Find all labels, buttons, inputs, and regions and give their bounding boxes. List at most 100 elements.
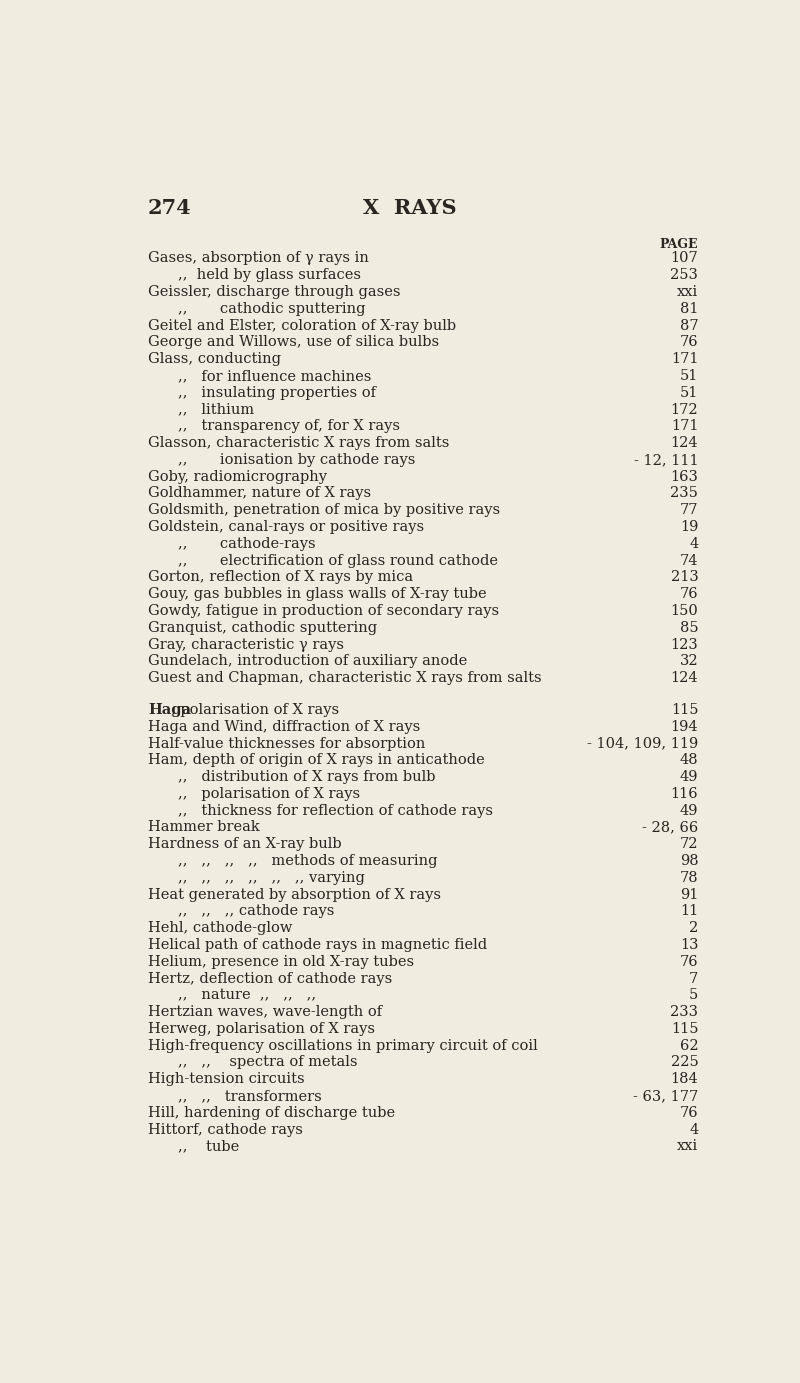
Text: Hertz, deflection of cathode rays: Hertz, deflection of cathode rays (148, 971, 392, 986)
Text: ,,   insulating properties of: ,, insulating properties of (178, 386, 375, 400)
Text: 184: 184 (670, 1072, 698, 1086)
Text: 116: 116 (670, 787, 698, 801)
Text: Helium, presence in old X-ray tubes: Helium, presence in old X-ray tubes (148, 954, 414, 968)
Text: 253: 253 (670, 268, 698, 282)
Text: Guest and Chapman, characteristic X rays from salts: Guest and Chapman, characteristic X rays… (148, 671, 542, 685)
Text: ,,       electrification of glass round cathode: ,, electrification of glass round cathod… (178, 553, 498, 567)
Text: 49: 49 (680, 770, 698, 784)
Text: Goldhammer, nature of X rays: Goldhammer, nature of X rays (148, 487, 371, 501)
Text: 76: 76 (680, 335, 698, 350)
Text: 11: 11 (680, 904, 698, 918)
Text: 76: 76 (680, 588, 698, 602)
Text: ,,   ,,   transformers: ,, ,, transformers (178, 1088, 322, 1104)
Text: 225: 225 (670, 1055, 698, 1069)
Text: 172: 172 (670, 402, 698, 416)
Text: ,,       cathode-rays: ,, cathode-rays (178, 537, 315, 550)
Text: ,,   distribution of X rays from bulb: ,, distribution of X rays from bulb (178, 770, 435, 784)
Text: 85: 85 (680, 621, 698, 635)
Text: 274: 274 (148, 198, 192, 217)
Text: Gundelach, introduction of auxiliary anode: Gundelach, introduction of auxiliary ano… (148, 654, 467, 668)
Text: 74: 74 (680, 553, 698, 567)
Text: 19: 19 (680, 520, 698, 534)
Text: Ham, depth of origin of X rays in anticathode: Ham, depth of origin of X rays in antica… (148, 754, 485, 768)
Text: Gray, characteristic γ rays: Gray, characteristic γ rays (148, 638, 344, 651)
Text: Hill, hardening of discharge tube: Hill, hardening of discharge tube (148, 1106, 395, 1120)
Text: 98: 98 (680, 855, 698, 869)
Text: Half-value thicknesses for absorption: Half-value thicknesses for absorption (148, 737, 426, 751)
Text: Granquist, cathodic sputtering: Granquist, cathodic sputtering (148, 621, 377, 635)
Text: Gowdy, fatigue in production of secondary rays: Gowdy, fatigue in production of secondar… (148, 604, 499, 618)
Text: Geissler, discharge through gases: Geissler, discharge through gases (148, 285, 401, 299)
Text: 32: 32 (680, 654, 698, 668)
Text: ,,   polarisation of X rays: ,, polarisation of X rays (178, 787, 360, 801)
Text: High-frequency oscillations in primary circuit of coil: High-frequency oscillations in primary c… (148, 1039, 538, 1052)
Text: 51: 51 (680, 369, 698, 383)
Text: 72: 72 (680, 837, 698, 852)
Text: ,,   lithium: ,, lithium (178, 402, 254, 416)
Text: 13: 13 (680, 938, 698, 952)
Text: 171: 171 (670, 419, 698, 433)
Text: 78: 78 (680, 871, 698, 885)
Text: Heat generated by absorption of X rays: Heat generated by absorption of X rays (148, 888, 441, 902)
Text: ,,   nature  ,,   ,,   ,,: ,, nature ,, ,, ,, (178, 989, 316, 1003)
Text: 233: 233 (670, 1005, 698, 1019)
Text: 48: 48 (680, 754, 698, 768)
Text: 76: 76 (680, 954, 698, 968)
Text: 49: 49 (680, 804, 698, 817)
Text: 62: 62 (680, 1039, 698, 1052)
Text: 235: 235 (670, 487, 698, 501)
Text: Hardness of an X-ray bulb: Hardness of an X-ray bulb (148, 837, 342, 852)
Text: Herweg, polarisation of X rays: Herweg, polarisation of X rays (148, 1022, 375, 1036)
Text: Goby, radiomicrography: Goby, radiomicrography (148, 470, 327, 484)
Text: - 12, 111: - 12, 111 (634, 452, 698, 467)
Text: ,,   ,,   ,, cathode rays: ,, ,, ,, cathode rays (178, 904, 334, 918)
Text: 5: 5 (689, 989, 698, 1003)
Text: 7: 7 (689, 971, 698, 986)
Text: 4: 4 (689, 537, 698, 550)
Text: ,,       cathodic sputtering: ,, cathodic sputtering (178, 301, 365, 315)
Text: George and Willows, use of silica bulbs: George and Willows, use of silica bulbs (148, 335, 439, 350)
Text: 124: 124 (670, 671, 698, 685)
Text: Hittorf, cathode rays: Hittorf, cathode rays (148, 1123, 303, 1137)
Text: 123: 123 (670, 638, 698, 651)
Text: ,,   thickness for reflection of cathode rays: ,, thickness for reflection of cathode r… (178, 804, 493, 817)
Text: 81: 81 (680, 301, 698, 315)
Text: xxi: xxi (677, 1140, 698, 1153)
Text: 194: 194 (670, 719, 698, 734)
Text: - 63, 177: - 63, 177 (633, 1088, 698, 1104)
Text: ,,   ,,   ,,   ,,   ,,   ,, varying: ,, ,, ,, ,, ,, ,, varying (178, 871, 364, 885)
Text: ,,   transparency of, for X rays: ,, transparency of, for X rays (178, 419, 399, 433)
Text: ,,   for influence machines: ,, for influence machines (178, 369, 371, 383)
Text: Hehl, cathode-glow: Hehl, cathode-glow (148, 921, 293, 935)
Text: Goldsmith, penetration of mica by positive rays: Goldsmith, penetration of mica by positi… (148, 503, 500, 517)
Text: 124: 124 (670, 436, 698, 449)
Text: , polarisation of X rays: , polarisation of X rays (171, 703, 340, 716)
Text: 87: 87 (680, 318, 698, 332)
Text: Hertzian waves, wave-length of: Hertzian waves, wave-length of (148, 1005, 382, 1019)
Text: 51: 51 (680, 386, 698, 400)
Text: Gases, absorption of γ rays in: Gases, absorption of γ rays in (148, 252, 369, 266)
Text: Helical path of cathode rays in magnetic field: Helical path of cathode rays in magnetic… (148, 938, 487, 952)
Text: 115: 115 (670, 1022, 698, 1036)
Text: 115: 115 (670, 703, 698, 716)
Text: ,,   ,,   ,,   ,,   methods of measuring: ,, ,, ,, ,, methods of measuring (178, 855, 437, 869)
Text: Glass, conducting: Glass, conducting (148, 353, 281, 366)
Text: Hammer break: Hammer break (148, 820, 260, 834)
Text: Goldstein, canal-rays or positive rays: Goldstein, canal-rays or positive rays (148, 520, 424, 534)
Text: Gorton, reflection of X rays by mica: Gorton, reflection of X rays by mica (148, 570, 413, 585)
Text: ,,   ,,    spectra of metals: ,, ,, spectra of metals (178, 1055, 357, 1069)
Text: 77: 77 (680, 503, 698, 517)
Text: 213: 213 (670, 570, 698, 585)
Text: - 104, 109, 119: - 104, 109, 119 (587, 737, 698, 751)
Text: Gouy, gas bubbles in glass walls of X-ray tube: Gouy, gas bubbles in glass walls of X-ra… (148, 588, 486, 602)
Text: 91: 91 (680, 888, 698, 902)
Text: ,,    tube: ,, tube (178, 1140, 238, 1153)
Text: 163: 163 (670, 470, 698, 484)
Text: High-tension circuits: High-tension circuits (148, 1072, 305, 1086)
Text: Haga and Wind, diffraction of X rays: Haga and Wind, diffraction of X rays (148, 719, 420, 734)
Text: 150: 150 (670, 604, 698, 618)
Text: 107: 107 (670, 252, 698, 266)
Text: Geitel and Elster, coloration of X-ray bulb: Geitel and Elster, coloration of X-ray b… (148, 318, 456, 332)
Text: ,,  held by glass surfaces: ,, held by glass surfaces (178, 268, 361, 282)
Text: xxi: xxi (677, 285, 698, 299)
